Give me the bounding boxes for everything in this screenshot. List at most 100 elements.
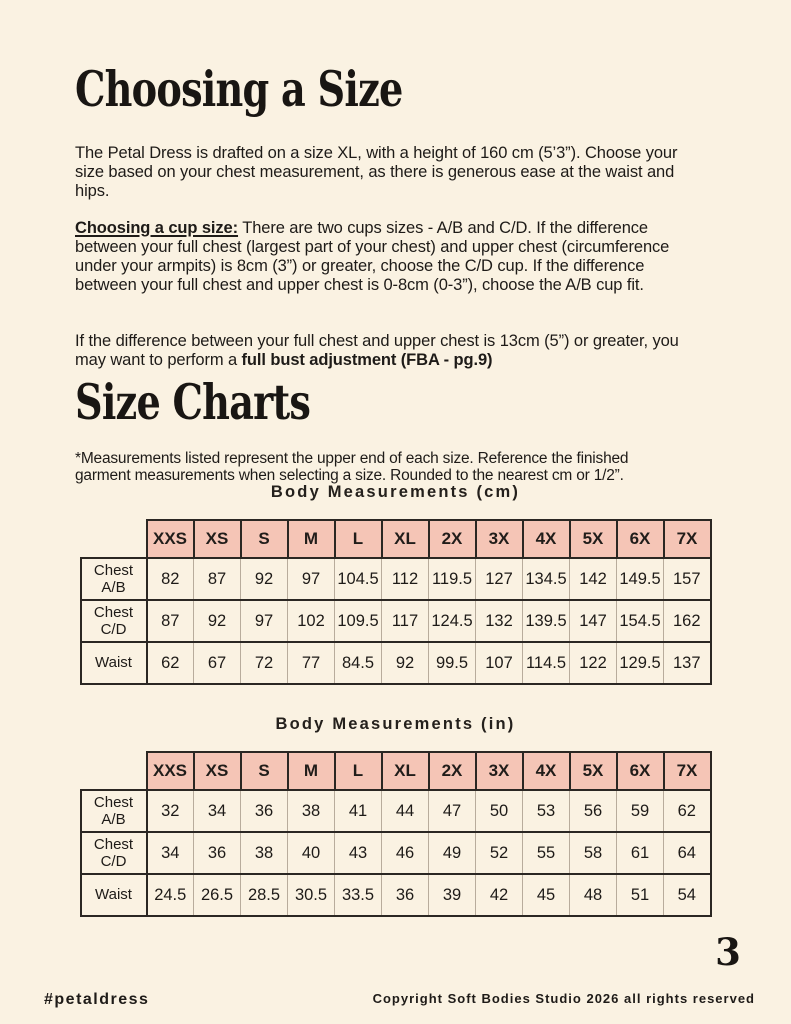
measurement-cell: 119.5 [428,557,476,601]
measurement-cell: 33.5 [334,873,382,917]
size-column-header: S [239,519,289,559]
in-table-title: Body Measurements (in) [275,715,516,733]
measurement-row: Chest C/D 87 92 97 102 109.5 117 124.5 132 139.5 1… [79,599,712,643]
measurement-cell: 59 [616,789,664,833]
in-table-container: XXS XS S M L XL 2X 3X 4X 5X 6X 7X Chest A/B 32 34 36 38 4… [0,751,791,917]
measurement-cell: 154.5 [616,599,664,643]
table-corner-cell [81,752,147,790]
measurement-cell: 99.5 [428,641,476,685]
measurement-cell: 40 [287,831,335,875]
measurement-row: Chest A/B 32 34 36 38 41 44 47 50 53 56 59 62 [79,789,712,833]
cm-table-title: Body Measurements (cm) [270,483,521,501]
measurement-cell: 157 [663,557,712,601]
footer-hashtag: #petaldress [44,991,150,1008]
measurement-cell: 142 [569,557,617,601]
measurement-cell: 38 [240,831,288,875]
page-number: 3 [715,930,741,974]
cup-size-label: Choosing a cup size: [75,218,239,237]
measurement-cell: 77 [287,641,335,685]
row-label: Chest C/D [79,599,148,643]
size-column-header: L [333,751,383,791]
size-column-header: 2X [427,519,477,559]
size-column-header: 2X [427,751,477,791]
measurement-cell: 102 [287,599,335,643]
intro-paragraph: The Petal Dress is drafted on a size XL,… [75,143,678,200]
measurement-row: Chest C/D 34 36 38 40 43 46 49 52 55 58 61 64 [79,831,712,875]
measurement-cell: 114.5 [522,641,570,685]
row-label: Chest C/D [79,831,148,875]
measurement-row: Waist 62 67 72 77 84.5 92 99.5 107 114.5 122 129.5 1… [79,641,712,685]
measurement-cell: 24.5 [146,873,194,917]
cm-table-container: XXS XS S M L XL 2X 3X 4X 5X 6X 7X Chest A/B 82 87 92 97 1… [0,519,791,685]
measurement-cell: 45 [522,873,570,917]
size-column-header: 7X [662,751,712,791]
measurement-cell: 92 [240,557,288,601]
size-column-header: XL [380,751,430,791]
size-column-header: 4X [521,751,571,791]
measurement-cell: 43 [334,831,382,875]
size-column-header: 7X [662,519,712,559]
size-column-header: 5X [568,751,618,791]
measurement-cell: 41 [334,789,382,833]
measurement-cell: 32 [146,789,194,833]
size-column-header: 5X [568,519,618,559]
measurement-cell: 64 [663,831,712,875]
page-title: Choosing a Size [75,60,403,118]
row-label: Waist [79,641,148,685]
measurement-cell: 34 [193,789,241,833]
measurement-cell: 139.5 [522,599,570,643]
measurement-cell: 132 [475,599,523,643]
measurement-cell: 39 [428,873,476,917]
fba-paragraph: If the difference between your full ches… [75,332,687,370]
measurement-cell: 122 [569,641,617,685]
measurement-cell: 58 [569,831,617,875]
footer-copyright: Copyright Soft Bodies Studio 2026 all ri… [372,991,755,1006]
measurement-cell: 104.5 [334,557,382,601]
measurement-cell: 112 [381,557,429,601]
measurement-cell: 34 [146,831,194,875]
cup-size-text: There are two cups sizes - A/B and C/D. … [75,218,670,294]
row-label: Chest A/B [79,557,148,601]
size-column-header: 6X [615,519,665,559]
measurement-cell: 42 [475,873,523,917]
measurement-cell: 62 [146,641,194,685]
measurement-cell: 87 [193,557,241,601]
measurement-cell: 44 [381,789,429,833]
size-column-header: XL [380,519,430,559]
size-column-header: XS [192,751,242,791]
size-column-header: XS [192,519,242,559]
measurement-cell: 49 [428,831,476,875]
measurement-cell: 137 [663,641,712,685]
measurement-cell: 117 [381,599,429,643]
measurement-row: Waist 24.5 26.5 28.5 30.5 33.5 36 39 42 45 48 51 54 [79,873,712,917]
size-charts-note: *Measurements listed represent the upper… [75,449,629,484]
measurement-cell: 36 [381,873,429,917]
size-header-row: XXS XS S M L XL 2X 3X 4X 5X 6X 7X [81,519,712,559]
measurement-cell: 62 [663,789,712,833]
size-column-header: M [286,751,336,791]
size-column-header: M [286,519,336,559]
measurement-cell: 52 [475,831,523,875]
cup-size-paragraph: Choosing a cup size: There are two cups … [75,219,687,295]
measurement-cell: 92 [381,641,429,685]
size-column-header: XXS [145,519,195,559]
measurement-cell: 109.5 [334,599,382,643]
measurement-cell: 54 [663,873,712,917]
measurement-cell: 107 [475,641,523,685]
size-column-header: 6X [615,751,665,791]
size-column-header: 3X [474,751,524,791]
measurement-cell: 30.5 [287,873,335,917]
measurement-cell: 134.5 [522,557,570,601]
measurement-cell: 28.5 [240,873,288,917]
fba-bold-text: full bust adjustment (FBA - pg.9) [241,350,493,369]
body-measurements-cm-table: XXS XS S M L XL 2X 3X 4X 5X 6X 7X Chest A/B 82 87 92 97 1… [79,519,712,685]
size-column-header: 4X [521,519,571,559]
measurement-cell: 129.5 [616,641,664,685]
row-label: Chest A/B [79,789,148,833]
measurement-cell: 97 [240,599,288,643]
row-label: Waist [79,873,148,917]
measurement-cell: 36 [193,831,241,875]
measurement-cell: 127 [475,557,523,601]
size-column-header: S [239,751,289,791]
